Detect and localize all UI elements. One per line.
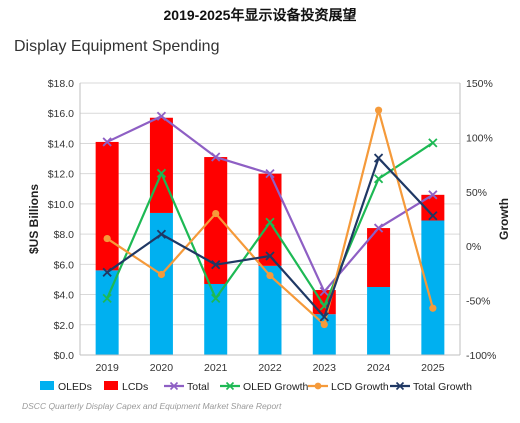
point-total [211,152,221,162]
point-lcd-growth [212,209,220,218]
bar-oleds [421,220,445,355]
x-tick-label: 2021 [204,362,228,374]
point-total-growth [319,312,329,322]
bar-oleds [367,287,391,355]
point-oled-growth [428,138,438,148]
legend-marker-total [169,381,179,391]
point-lcd-growth [103,234,111,243]
series-lines [102,106,438,329]
point-lcd-growth [266,271,274,280]
legend-label-lcds: LCDs [122,381,148,393]
y-tick-label: $16.0 [48,108,74,120]
legend-marker-oled-growth [225,381,235,391]
y-tick-label: $4.0 [54,290,75,302]
page-title: 2019-2025年显示设备投资展望 [163,7,357,23]
point-lcd-growth [157,270,166,279]
point-oled-growth [156,168,167,178]
y2-tick-label: 150% [466,78,493,90]
legend-marker-lcd-growth [314,382,322,390]
point-lcd-growth [320,320,328,329]
bar-oleds [258,265,282,355]
y-tick-label: $6.0 [54,259,75,271]
bar-lcds [421,194,445,221]
point-total-growth [211,260,221,270]
x-tick-label: 2020 [150,362,174,374]
legend: OLEDs LCDs Total OLED Growth LCD Growth Total… [40,381,472,393]
point-total [428,190,438,200]
point-total-growth [265,251,275,261]
x-tick-label: 2019 [95,362,119,374]
y-tick-label: $18.0 [48,78,74,90]
y2-tick-label: -100% [466,350,496,362]
y2-tick-label: 50% [466,187,487,199]
point-oled-growth [211,293,221,304]
y-axis-title: $US Billions [27,184,41,254]
y2-axis-title: Growth [497,198,511,240]
y2-tick-label: -50% [466,296,491,308]
legend-label-lcd-growth: LCD Growth [331,381,389,393]
point-total [156,111,167,121]
y2-tick-label: 100% [466,132,493,144]
legend-label-total-growth: Total Growth [413,381,472,393]
legend-label-oled-growth: OLED Growth [243,381,309,393]
point-total [373,223,384,233]
point-lcd-growth [429,304,437,312]
point-oled-growth [102,293,112,304]
y-tick-label: $12.0 [48,169,74,181]
source-note: DSCC Quarterly Display Capex and Equipme… [22,401,282,411]
x-tick-label: 2022 [258,362,282,374]
y-tick-label: $14.0 [48,138,74,150]
point-lcd-growth [374,106,383,114]
point-total-growth [102,267,112,277]
point-total-growth [373,153,384,163]
legend-swatch-lcds [104,381,118,390]
legend-label-oleds: OLEDs [58,381,92,393]
bar-oleds [95,270,119,355]
point-oled-growth [265,217,275,227]
point-total [102,137,112,147]
y2-tick-label: 0% [466,241,481,253]
y-tick-label: $8.0 [54,229,75,241]
y-tick-label: $0.0 [54,350,75,362]
point-total-growth [428,211,438,221]
bar-lcds [367,228,391,287]
bar-oleds [312,314,336,355]
x-tick-label: 2025 [421,362,445,374]
point-total [265,169,275,179]
x-tick-label: 2024 [367,362,391,374]
bar-lcds [258,173,282,266]
x-tick-label: 2023 [313,362,337,374]
axes: $0.0 $2.0 $4.0 $6.0 $8.0 $10.0 $12.0 $14.0 $16.0… [27,78,511,374]
y-tick-label: $10.0 [48,199,74,211]
bar-lcds [204,157,228,284]
point-total [319,286,329,297]
bar-oleds [204,283,228,355]
y-tick-label: $2.0 [54,320,75,332]
point-total-growth [156,229,167,239]
bar-lcds [149,117,173,213]
legend-swatch-oleds [40,381,54,390]
legend-marker-total-growth [395,381,405,391]
chart-title: Display Equipment Spending [14,38,220,55]
bar-oleds [149,212,173,355]
bars [95,117,445,355]
legend-label-total: Total [187,381,209,393]
bar-lcds [95,141,119,271]
point-oled-growth [373,174,384,184]
